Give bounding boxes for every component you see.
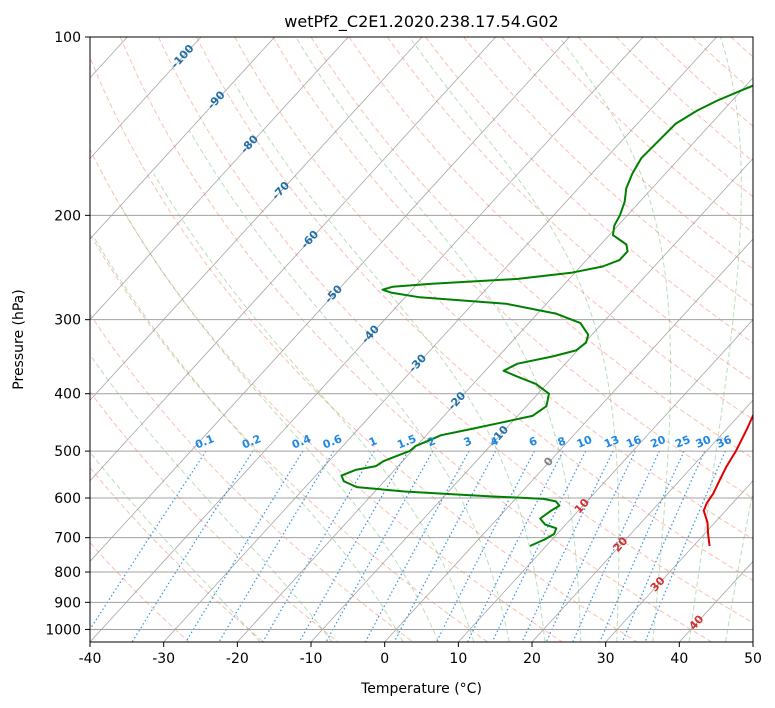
dewpoint-profile-line bbox=[340, 84, 753, 547]
dry-adiabats bbox=[90, 37, 753, 642]
y-axis-ticks: 100 200 300 400 500 600 700 800 900 1000 bbox=[45, 30, 90, 638]
moist-adiabat-line bbox=[121, 207, 439, 642]
mixing-ratio-label: 30 bbox=[694, 433, 713, 451]
dry-adiabat-line bbox=[577, 37, 753, 198]
moist-adiabat-line bbox=[725, 488, 753, 642]
moist-adiabat-line bbox=[90, 451, 261, 642]
isotherm-line bbox=[90, 37, 496, 482]
isotherm-line bbox=[605, 480, 753, 642]
dry-adiabat-line bbox=[386, 37, 753, 382]
temperature-profile-line bbox=[702, 413, 753, 547]
moist-adiabat-line bbox=[153, 173, 475, 642]
x-tick-label: -30 bbox=[152, 651, 175, 667]
isotherm-line bbox=[384, 238, 753, 642]
mixing-ratio-label: 13 bbox=[602, 433, 621, 451]
y-tick-label: 200 bbox=[54, 208, 81, 224]
mixing-ratio-label: 8 bbox=[556, 434, 568, 449]
moist-adiabat-line bbox=[93, 237, 404, 642]
dry-adiabat-line bbox=[119, 37, 712, 642]
isotherm-line bbox=[90, 37, 349, 321]
x-tick-label: 20 bbox=[523, 651, 541, 667]
moist-adiabat-line bbox=[90, 353, 333, 642]
dry-adiabat-line bbox=[90, 390, 339, 642]
mixing-ratio-line bbox=[435, 450, 536, 642]
profile-lines bbox=[340, 84, 753, 547]
x-tick-label: -20 bbox=[226, 651, 249, 667]
mixing-ratio-label: 3 bbox=[462, 434, 474, 449]
y-tick-label: 1000 bbox=[45, 622, 81, 638]
mixing-ratio-label: 20 bbox=[649, 433, 668, 451]
moist-adiabat-line bbox=[295, 37, 582, 642]
isotherm-line bbox=[90, 37, 570, 562]
isotherm-line bbox=[531, 399, 753, 642]
isotherm-line bbox=[90, 37, 423, 401]
pressure-gridlines bbox=[90, 37, 753, 630]
moist-adiabat-line bbox=[409, 37, 620, 642]
isotherm-line bbox=[237, 77, 753, 642]
mixing-ratio-line bbox=[466, 450, 564, 642]
x-tick-label: 10 bbox=[449, 651, 467, 667]
dry-adiabat-line bbox=[196, 37, 753, 582]
isotherm-line bbox=[90, 37, 275, 240]
x-tick-label: 30 bbox=[597, 651, 615, 667]
mixing-ratio-label: 25 bbox=[673, 433, 692, 451]
y-tick-label: 600 bbox=[54, 491, 81, 507]
chart-title: wetPf2_C2E1.2020.238.17.54.G02 bbox=[284, 12, 558, 32]
y-axis-label: Pressure (hPa) bbox=[11, 289, 27, 389]
mixing-ratio-line bbox=[572, 450, 660, 642]
mixing-ratio-lines bbox=[90, 450, 726, 642]
dry-adiabat-line bbox=[90, 56, 638, 642]
moist-adiabats bbox=[90, 37, 753, 642]
mixing-ratio-line bbox=[185, 450, 304, 642]
mixing-ratio-label: 36 bbox=[715, 433, 734, 451]
y-tick-label: 700 bbox=[54, 531, 81, 547]
x-tick-label: 50 bbox=[744, 651, 762, 667]
x-tick-label: 0 bbox=[380, 651, 389, 667]
moist-adiabat-line bbox=[558, 37, 672, 642]
y-tick-label: 400 bbox=[54, 387, 81, 403]
mixing-ratio-label: 2 bbox=[426, 434, 438, 449]
x-tick-label: -10 bbox=[300, 651, 323, 667]
mixing-ratio-line bbox=[545, 450, 636, 642]
mixing-ratio-line bbox=[298, 450, 409, 642]
dry-adiabat-line bbox=[272, 37, 753, 500]
x-axis-label: Temperature (°C) bbox=[360, 681, 482, 697]
y-tick-label: 300 bbox=[54, 313, 81, 329]
dry-adiabat-line bbox=[615, 37, 753, 162]
dry-adiabat-line bbox=[90, 466, 264, 642]
y-tick-label: 800 bbox=[54, 565, 81, 581]
isotherm-line bbox=[90, 37, 202, 160]
dry-adiabat-line bbox=[501, 37, 753, 270]
plot-area: -100-90-80-70-60-50-40-30-20-10010203040… bbox=[90, 37, 753, 642]
x-tick-label: 40 bbox=[670, 651, 688, 667]
mixing-ratio-label: 1 bbox=[367, 434, 379, 449]
isotherm-line bbox=[458, 319, 753, 642]
moist-adiabat-line bbox=[688, 37, 742, 642]
x-tick-label: -40 bbox=[79, 651, 102, 667]
isotherm-line bbox=[90, 37, 644, 642]
dry-adiabat-line bbox=[158, 37, 753, 624]
isotherms bbox=[90, 37, 753, 642]
dry-adiabat-line bbox=[234, 37, 753, 540]
isotherm-line bbox=[163, 37, 717, 642]
mixing-ratio-label: 16 bbox=[624, 433, 643, 451]
dry-adiabat-line bbox=[425, 37, 753, 344]
y-tick-label: 100 bbox=[54, 30, 81, 46]
plot-frame bbox=[89, 36, 754, 643]
y-tick-label: 900 bbox=[54, 595, 81, 611]
mixing-ratio-line bbox=[491, 450, 587, 642]
mixing-ratio-line bbox=[521, 450, 614, 642]
mixing-ratio-line bbox=[364, 450, 470, 642]
y-tick-label: 500 bbox=[54, 444, 81, 460]
x-axis-ticks: -40 -30 -20 -10 0 10 20 30 40 50 bbox=[79, 642, 762, 667]
mixing-ratio-label: 10 bbox=[575, 433, 594, 451]
